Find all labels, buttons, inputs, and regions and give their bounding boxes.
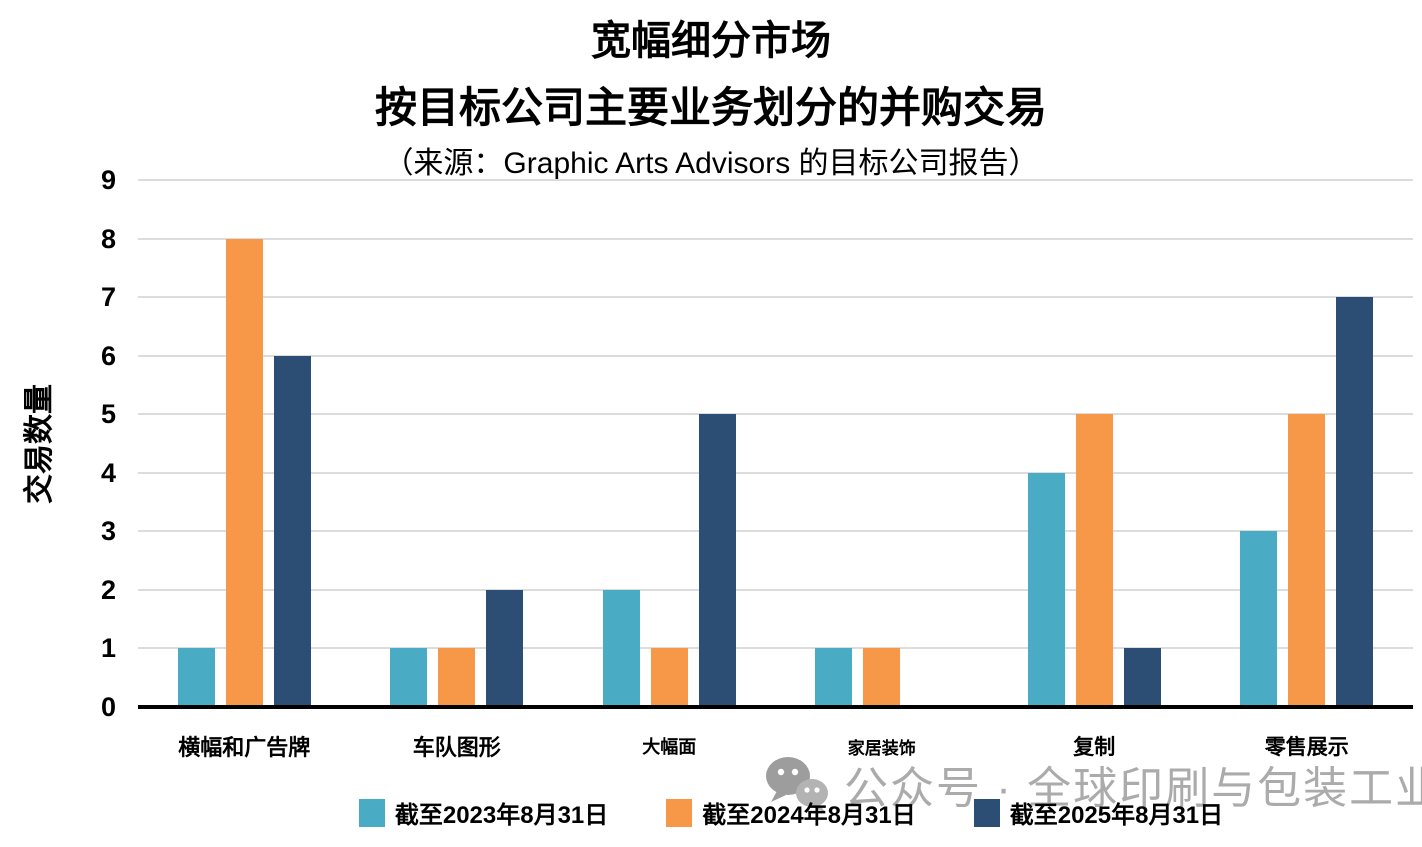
bar-series3-cat6 [1336,297,1374,707]
bar-series2-cat2 [438,648,476,707]
gridline-2 [138,588,1413,591]
bar-series1-cat2 [390,648,428,707]
bar-series2-cat5 [1075,414,1113,707]
bar-group-1 [138,180,351,707]
bar-series2-cat3 [650,648,688,707]
x-category-label-4: 家居装饰 [847,738,916,758]
x-category-label-6: 零售展示 [1264,736,1349,759]
gridline-7 [138,296,1413,299]
x-category-label-2: 车队图形 [412,735,501,760]
gridline-3 [138,530,1413,533]
gridline-5 [138,413,1413,416]
y-tick-label-8: 8 [100,223,116,254]
bar-series3-cat1 [273,355,311,707]
legend-swatch-1 [358,798,385,827]
gridline-4 [138,471,1413,474]
bar-group-5 [988,180,1201,707]
y-axis-title: 交易数量 [23,384,56,504]
bar-series1-cat4 [815,648,853,707]
legend-label-1: 截至2023年8月31日 [394,802,609,829]
legend: 截至2023年8月31日 截至2024年8月31日 截至2025年8月31日 [0,795,1422,830]
chart-title: 宽幅细分市场 [591,19,831,63]
chart-source-note: （来源：Graphic Arts Advisors 的目标公司报告） [383,147,1039,180]
chart-subtitle: 按目标公司主要业务划分的并购交易 [374,84,1047,131]
gridline-9 [138,179,1413,181]
y-tick-label-2: 2 [100,574,116,605]
bar-series1-cat3 [602,589,640,707]
legend-item-3: 截至2025年8月31日 [973,795,1224,830]
bar-group-2 [351,180,564,707]
bar-series3-cat3 [698,414,736,707]
x-category-label-5: 复制 [1073,736,1116,759]
y-tick-label-9: 9 [100,165,116,195]
legend-item-2: 截至2024年8月31日 [666,795,916,830]
bar-series3-cat5 [1123,648,1161,707]
bar-series2-cat1 [225,238,263,707]
bar-series1-cat5 [1027,472,1065,707]
gridline-8 [138,237,1413,240]
legend-label-2: 截至2024年8月31日 [702,802,916,829]
bar-series2-cat4 [863,648,901,707]
y-tick-label-5: 5 [100,399,116,430]
bar-group-3 [563,180,776,707]
y-tick-label-4: 4 [100,457,116,488]
bar-series1-cat1 [177,648,215,707]
y-tick-label-3: 3 [100,516,116,547]
y-tick-label-1: 1 [100,633,116,664]
plot-area: 0 1 2 3 4 5 6 7 8 9 [101,165,1413,722]
legend-swatch-3 [973,798,1000,827]
legend-swatch-2 [666,798,693,827]
bar-series3-cat2 [486,589,524,707]
y-tick-label-6: 6 [100,340,116,371]
x-category-label-3: 大幅面 [642,737,697,757]
gridline-6 [138,354,1413,357]
bar-series1-cat6 [1240,531,1278,707]
bar-group-6 [1201,180,1414,707]
x-axis-labels: 横幅和广告牌 车队图形 大幅面 家居装饰 复制 零售展示 [138,723,1413,769]
gridline-1 [138,647,1413,650]
x-axis-line [138,705,1413,709]
y-tick-label-0: 0 [100,692,116,722]
y-tick-label-7: 7 [100,282,116,313]
bar-groups [138,180,1413,707]
legend-label-3: 截至2025年8月31日 [1009,802,1224,829]
x-category-label-1: 横幅和广告牌 [178,735,311,760]
bar-series2-cat6 [1288,414,1326,707]
legend-item-1: 截至2023年8月31日 [358,795,609,830]
bar-group-4 [776,180,989,707]
